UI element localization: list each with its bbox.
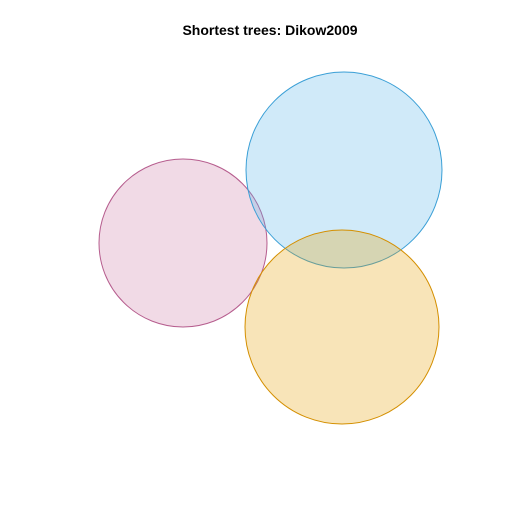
venn-circle-pink	[98, 158, 268, 328]
venn-circle-orange	[244, 229, 440, 425]
venn-circle-blue	[245, 71, 443, 269]
diagram-title: Shortest trees: Dikow2009	[182, 22, 358, 38]
